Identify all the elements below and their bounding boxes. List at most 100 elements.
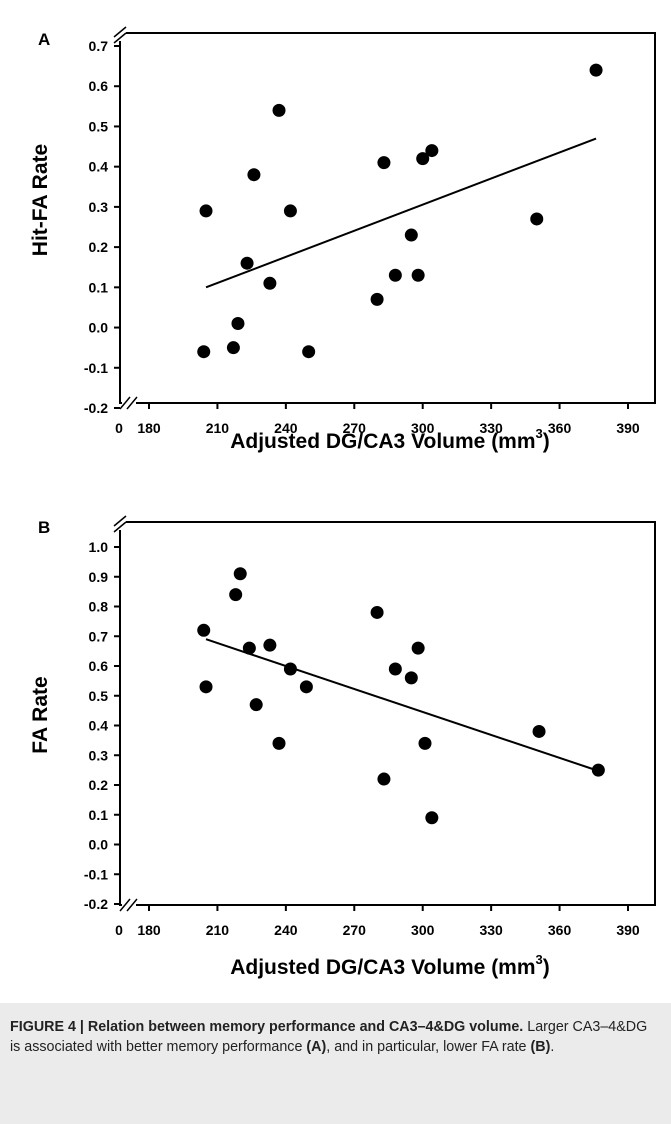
- panel-b-data-point: [377, 772, 391, 786]
- panel-a-y-tick-label: 0.0: [89, 320, 109, 336]
- panel-a-y-tick-label: 0.5: [89, 118, 109, 134]
- panel-b-x-tick-label: 300: [411, 922, 435, 938]
- panel-a-chart: A -0.2 -0.1 0.0 0.1 0.2 0.3 0.4 0.5 0.6 0.7 0 180 2…: [29, 26, 656, 453]
- panel-b-x-tick-label: 330: [479, 922, 503, 938]
- panel-a-y-tick-label: 0.3: [89, 199, 109, 215]
- panel-a-regression-line: [205, 137, 597, 289]
- panel-a-y-break-mark: [113, 26, 127, 38]
- caption-text-1: Larger CA3–4&DG is associated with bette…: [10, 1019, 648, 1055]
- panel-a-x-break-mark: [119, 396, 131, 410]
- panel-a-data-point: [197, 345, 211, 359]
- caption-figure-label: FIGURE 4 | Relation between memory perfo…: [10, 1019, 524, 1035]
- panel-b-y-tick-label: 0.5: [89, 688, 109, 704]
- panel-a-data-point: [247, 168, 261, 182]
- panel-b-x-title-sup: 3: [536, 952, 543, 967]
- panel-b-data-point: [411, 641, 425, 655]
- caption-ref-a: (A): [306, 1039, 327, 1055]
- panel-a-x-title-main: Adjusted DG/CA3 Volume (mm: [230, 430, 535, 453]
- panel-b-y-axis: -0.2 -0.1 0.0 0.1 0.2 0.3 0.4 0.5 0.6 0.7 0.8 0.9 1.…: [84, 539, 120, 912]
- panel-b-y-tick-label: 0.2: [89, 777, 109, 793]
- panel-a-x-tick-label: 180: [137, 420, 161, 436]
- panel-a-data-point: [416, 152, 430, 166]
- panel-b-data-point: [242, 641, 256, 655]
- panel-a-y-tick-label: -0.1: [84, 360, 108, 376]
- panel-a-points: [197, 63, 603, 359]
- panel-b-data-point: [197, 623, 211, 637]
- panel-b-data-point: [299, 680, 313, 694]
- panel-b-letter: B: [38, 518, 50, 537]
- panel-a-x-break-mark: [126, 396, 138, 410]
- caption-text: FIGURE 4 | Relation between memory perfo…: [10, 1017, 659, 1057]
- panel-a-data-point: [370, 292, 384, 306]
- panel-b-points: [197, 567, 605, 825]
- panel-b-x-break-mark: [119, 898, 131, 912]
- panel-b-regression-line: [205, 638, 597, 772]
- panel-b-data-point: [283, 662, 297, 676]
- panel-b-data-point: [532, 724, 546, 738]
- panel-b-y-break-mark: [113, 515, 127, 527]
- panel-b-x-break-gap: [122, 901, 136, 909]
- panel-b-x-tick-label: 0: [115, 922, 123, 938]
- panel-a-data-point: [411, 268, 425, 282]
- panel-b-y-tick-label: 0.3: [89, 747, 109, 763]
- panel-b-data-point: [404, 671, 418, 685]
- panel-a-data-point: [199, 204, 213, 218]
- panel-a-y-axis-title: Hit-FA Rate: [29, 144, 52, 256]
- panel-a-data-point: [283, 204, 297, 218]
- panel-a-y-tick-label: -0.2: [84, 400, 108, 416]
- panel-b-chart: B -0.2 -0.1 0.0 0.1 0.2 0.3 0.4 0.5 0.6 0.7 0.8 0.9…: [29, 515, 656, 979]
- panel-b-data-point: [370, 605, 384, 619]
- panel-a-plot-frame: [119, 32, 656, 404]
- panel-b-x-title-main: Adjusted DG/CA3 Volume (mm: [230, 956, 535, 979]
- panel-b-data-point: [199, 680, 213, 694]
- panel-b-y-tick-label: -0.1: [84, 866, 108, 882]
- panel-a-x-tick-label: 330: [479, 420, 503, 436]
- panel-a-y-tick-label: 0.1: [89, 279, 109, 295]
- panel-a-y-tick-label: 0.4: [89, 159, 109, 175]
- panel-a-data-point: [404, 228, 418, 242]
- panel-b-x-tick-label: 180: [137, 922, 161, 938]
- panel-b-data-point: [229, 588, 243, 602]
- panel-b-x-axis-title: Adjusted DG/CA3 Volume (mm3): [230, 952, 550, 979]
- panel-a-x-break-gap: [122, 399, 136, 407]
- panel-a-x-title-sup: 3: [536, 426, 543, 441]
- panel-a-data-point: [240, 256, 254, 270]
- panel-b-y-tick-label: 0.8: [89, 599, 109, 615]
- panel-a-x-tick-label: 0: [115, 420, 123, 436]
- panel-b-data-point: [418, 736, 432, 750]
- panel-a-data-point: [226, 341, 240, 355]
- panel-a-y-break-gap: [116, 29, 126, 41]
- panel-b-x-tick-label: 360: [548, 922, 572, 938]
- panel-b-x-title-end: ): [543, 956, 550, 979]
- panel-a-x-tick-label: 240: [274, 420, 298, 436]
- panel-a-data-point: [263, 276, 277, 290]
- panel-b-y-tick-label: 0.0: [89, 837, 109, 853]
- panel-a-x-axis-title: Adjusted DG/CA3 Volume (mm3): [230, 426, 550, 453]
- caption-text-3: .: [550, 1039, 555, 1055]
- panel-b-y-break-gap: [116, 518, 126, 530]
- panel-b-data-point: [388, 662, 402, 676]
- panel-b-y-tick-label: 0.4: [89, 718, 109, 734]
- panel-a-x-tick-label: 270: [343, 420, 367, 436]
- panel-a-data-point: [231, 317, 245, 331]
- figure-caption: FIGURE 4 | Relation between memory perfo…: [0, 1003, 671, 1124]
- panel-a-letter: A: [38, 30, 50, 49]
- panel-a-y-tick-label: 0.7: [89, 38, 109, 54]
- caption-ref-b: (B): [530, 1039, 551, 1055]
- panel-b-data-point: [263, 638, 277, 652]
- panel-a-x-tick-label: 390: [616, 420, 640, 436]
- panel-a-data-point: [530, 212, 544, 226]
- panel-b-data-point: [591, 763, 605, 777]
- panel-b-y-break: [113, 515, 127, 533]
- panel-b-x-tick-label: 240: [274, 922, 298, 938]
- panel-a-x-tick-label: 360: [548, 420, 572, 436]
- panel-b-y-tick-label: 0.7: [89, 628, 109, 644]
- panel-a-x-tick-label: 300: [411, 420, 435, 436]
- panel-b-x-tick-label: 210: [206, 922, 230, 938]
- caption-text-2: , and in particular, lower FA rate: [326, 1039, 531, 1055]
- panel-a-y-tick-label: 0.2: [89, 239, 109, 255]
- panel-a-y-tick-label: 0.6: [89, 78, 109, 94]
- panel-b-plot-frame: [119, 521, 656, 906]
- panel-a-y-axis: -0.2 -0.1 0.0 0.1 0.2 0.3 0.4 0.5 0.6 0.7: [84, 38, 120, 416]
